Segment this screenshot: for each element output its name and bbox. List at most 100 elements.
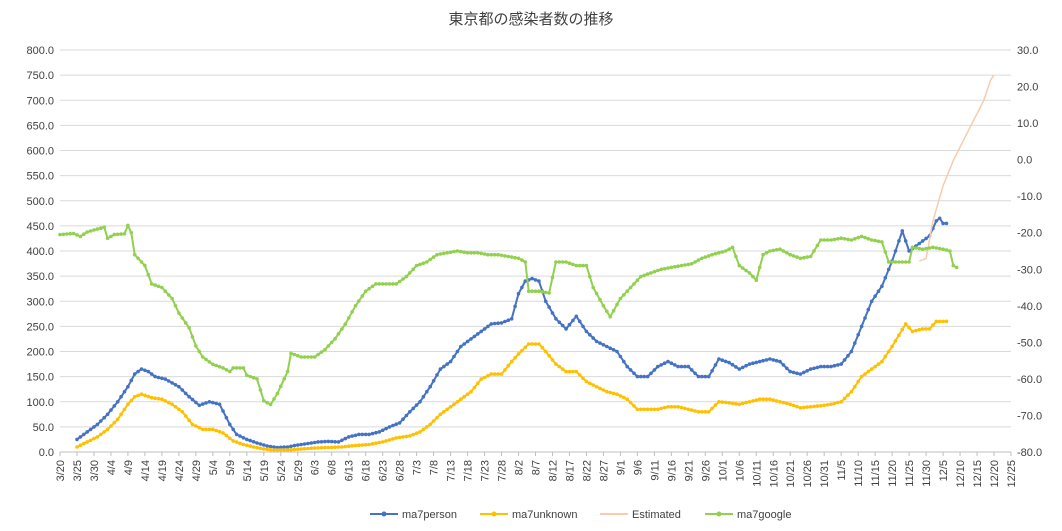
data-point bbox=[788, 252, 792, 257]
data-point bbox=[350, 434, 354, 438]
data-point bbox=[190, 422, 195, 427]
data-point bbox=[492, 252, 497, 257]
data-point bbox=[849, 349, 854, 354]
data-point bbox=[136, 369, 140, 374]
data-point bbox=[323, 347, 327, 352]
data-point bbox=[115, 417, 120, 422]
data-point bbox=[190, 335, 195, 339]
data-point bbox=[289, 444, 293, 449]
data-point bbox=[469, 251, 473, 255]
data-point bbox=[88, 438, 93, 443]
data-point bbox=[832, 237, 837, 242]
data-point bbox=[740, 365, 745, 370]
data-point bbox=[747, 271, 752, 275]
data-point bbox=[197, 349, 202, 354]
data-point bbox=[126, 223, 130, 228]
data-point bbox=[934, 219, 939, 223]
data-point bbox=[625, 289, 629, 294]
data-point bbox=[197, 425, 202, 430]
data-point bbox=[119, 412, 123, 417]
data-point bbox=[78, 443, 83, 448]
data-point bbox=[920, 327, 925, 331]
data-point bbox=[187, 325, 191, 330]
data-point bbox=[268, 444, 273, 449]
data-point bbox=[380, 440, 385, 444]
data-point bbox=[937, 319, 942, 324]
data-point bbox=[462, 342, 467, 346]
data-point bbox=[129, 230, 134, 235]
data-point bbox=[825, 238, 830, 242]
data-point bbox=[503, 319, 507, 324]
legend-swatch-marker bbox=[491, 511, 497, 517]
data-point bbox=[163, 399, 168, 403]
data-point bbox=[183, 414, 188, 418]
x-tick-label: 11/10 bbox=[853, 460, 865, 487]
data-point bbox=[387, 438, 392, 442]
data-point bbox=[224, 415, 229, 420]
data-point bbox=[893, 260, 898, 264]
data-point bbox=[706, 410, 711, 414]
y-left-tick-label: 500.0 bbox=[26, 196, 54, 208]
data-point bbox=[479, 377, 484, 381]
data-point bbox=[316, 352, 320, 357]
data-point bbox=[438, 412, 443, 417]
data-point bbox=[628, 400, 633, 405]
data-point bbox=[231, 439, 235, 443]
series-ma7unknown bbox=[75, 319, 949, 452]
data-point bbox=[200, 355, 205, 359]
data-point bbox=[289, 447, 293, 452]
x-tick-label: 6/23 bbox=[378, 460, 390, 481]
data-point bbox=[275, 445, 280, 450]
data-point bbox=[706, 254, 711, 258]
data-point bbox=[768, 249, 772, 253]
data-point bbox=[428, 384, 433, 389]
data-point bbox=[608, 346, 612, 351]
data-point bbox=[907, 249, 911, 253]
data-point bbox=[418, 400, 422, 404]
data-point bbox=[228, 422, 232, 427]
data-point bbox=[459, 249, 463, 254]
data-point bbox=[632, 404, 636, 408]
data-point bbox=[221, 431, 225, 435]
data-point bbox=[251, 440, 256, 444]
data-point bbox=[635, 278, 640, 283]
data-point bbox=[693, 409, 697, 413]
data-point bbox=[625, 397, 629, 402]
data-point bbox=[173, 304, 178, 308]
data-point bbox=[248, 438, 252, 443]
data-point bbox=[296, 447, 300, 452]
data-point bbox=[866, 237, 871, 241]
data-point bbox=[873, 294, 877, 299]
data-point bbox=[160, 285, 164, 290]
data-point bbox=[408, 271, 412, 275]
data-point bbox=[781, 400, 786, 405]
data-point bbox=[673, 363, 677, 367]
data-point bbox=[686, 364, 691, 369]
data-point bbox=[550, 358, 555, 362]
data-point bbox=[812, 404, 816, 409]
data-point bbox=[639, 407, 643, 412]
data-point bbox=[764, 358, 769, 362]
data-point bbox=[153, 374, 157, 379]
data-point bbox=[357, 432, 361, 437]
data-point bbox=[560, 260, 565, 264]
data-point bbox=[628, 285, 633, 290]
data-point bbox=[231, 427, 235, 432]
data-point bbox=[357, 443, 361, 448]
data-point bbox=[302, 355, 307, 359]
data-point bbox=[615, 392, 619, 397]
data-point bbox=[584, 379, 589, 384]
x-tick-label: 11/20 bbox=[887, 460, 899, 487]
x-tick-label: 10/31 bbox=[819, 460, 831, 488]
data-point bbox=[829, 238, 833, 242]
data-point bbox=[241, 436, 246, 440]
series-Estimated bbox=[919, 74, 995, 262]
data-point bbox=[795, 404, 799, 409]
data-point bbox=[832, 363, 837, 368]
data-point bbox=[907, 260, 911, 264]
data-point bbox=[170, 402, 174, 407]
data-point bbox=[744, 400, 748, 405]
data-point bbox=[156, 375, 161, 380]
data-point bbox=[333, 336, 337, 341]
data-point bbox=[798, 256, 803, 261]
